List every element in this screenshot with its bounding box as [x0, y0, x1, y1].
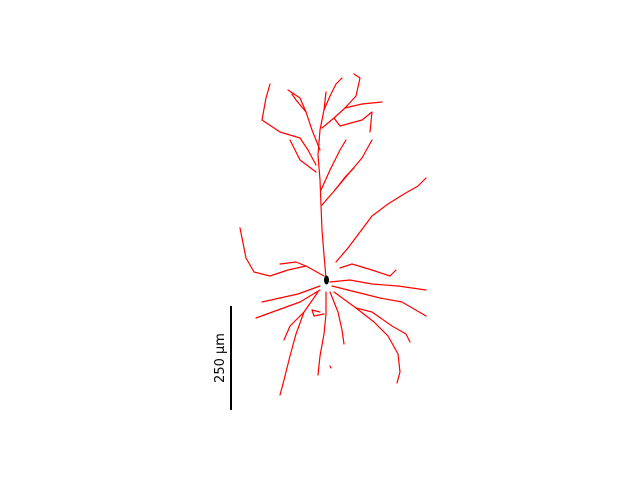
scale-bar-label: 250 µm: [213, 333, 228, 383]
soma: [324, 275, 329, 285]
dendrites: [239, 73, 427, 396]
